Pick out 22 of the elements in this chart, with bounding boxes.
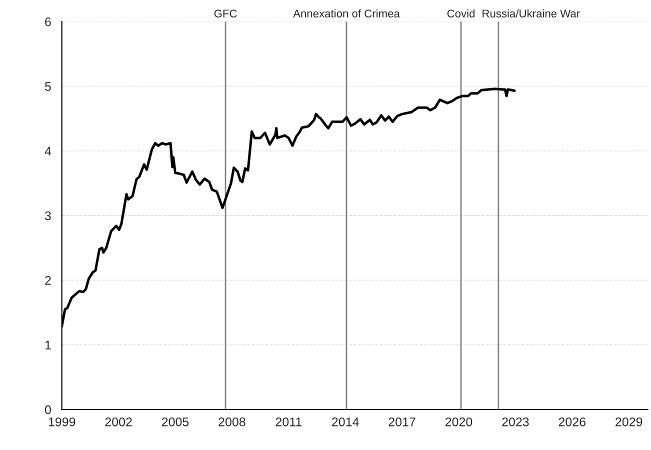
x-tick-label: 2020 [445,417,472,426]
y-tick-label: 0 [44,405,51,414]
x-tick-label: 2005 [162,417,189,426]
ref-line-label: Covid [447,9,474,18]
x-tick-label: 2017 [388,417,416,426]
ref-line-label: Annexation of Crimea [293,9,400,18]
y-tick-label: 6 [45,17,51,26]
x-tick-label: 2014 [332,417,359,426]
x-tick-label: 1999 [48,417,76,426]
y-tick-label: 4 [44,146,52,156]
y-tick-label: 3 [44,211,51,220]
y-tick-label: 1 [45,340,51,350]
x-tick-label: 2011 [276,417,302,426]
ref-line-label: Russia/Ukraine War [482,9,580,18]
x-tick-label: 2023 [502,417,529,426]
y-tick-label: 2 [45,276,51,285]
x-tick-label: 2008 [218,417,246,426]
x-tick-label: 2029 [616,417,642,426]
x-tick-label: 2026 [558,417,586,426]
y-tick-label: 5 [44,82,51,91]
ref-line-label: GFC [214,10,237,18]
x-tick-label: 2002 [105,417,132,426]
